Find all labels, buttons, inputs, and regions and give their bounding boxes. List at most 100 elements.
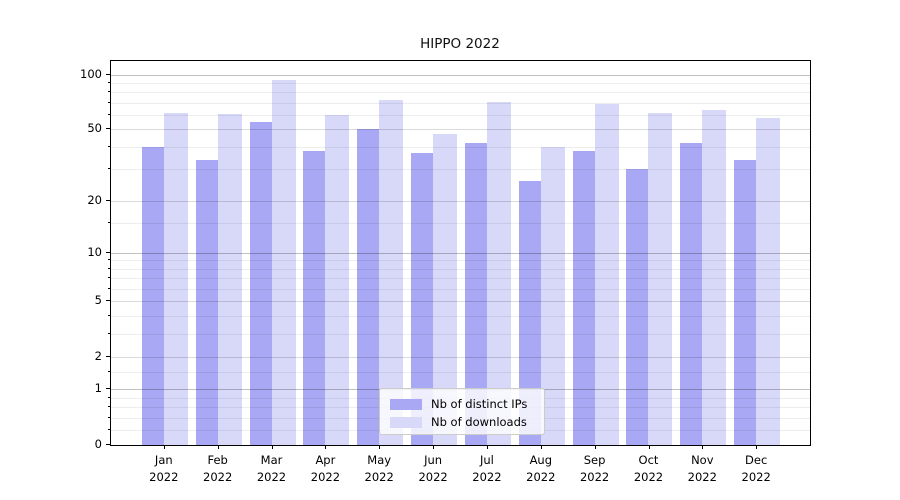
- x-axis-tick: [486, 445, 488, 449]
- legend-label-distinct-ips: Nb of distinct IPs: [431, 397, 528, 411]
- legend-swatch-distinct-ips-icon: [390, 398, 422, 410]
- x-tick-label-sep: Sep 2022: [565, 452, 625, 485]
- x-tick-year: 2022: [418, 469, 448, 484]
- x-tick-month: Feb: [207, 453, 228, 467]
- gridline-minor: [111, 268, 810, 270]
- x-tick-label-oct: Oct 2022: [619, 452, 679, 485]
- x-tick-year: 2022: [579, 469, 610, 484]
- y-axis-minor-tick: [108, 429, 110, 431]
- x-axis-tick: [648, 445, 650, 449]
- x-tick-label-jun: Jun 2022: [403, 452, 463, 485]
- x-tick-month: Aug: [529, 453, 553, 467]
- legend: Nb of distinct IPs Nb of downloads: [379, 388, 545, 435]
- y-axis-minor-tick: [108, 114, 110, 116]
- bar-downloads-sep: [594, 104, 619, 445]
- y-axis-minor-tick: [108, 287, 110, 289]
- y-axis-minor-tick: [108, 168, 110, 170]
- bar-distinct-ips-apr: [303, 151, 328, 445]
- y-axis-tick: [106, 73, 110, 75]
- gridline-major: [111, 252, 810, 254]
- y-axis-minor-tick: [108, 267, 110, 269]
- x-tick-year: 2022: [741, 469, 771, 484]
- y-axis-minor-tick: [108, 406, 110, 408]
- y-axis-minor-tick: [108, 277, 110, 279]
- gridline-minor: [111, 169, 810, 171]
- y-axis-minor-tick: [108, 370, 110, 372]
- y-axis-minor-tick: [108, 101, 110, 103]
- bar-distinct-ips-jan: [141, 147, 166, 445]
- gridline-minor: [111, 278, 810, 280]
- x-tick-year: 2022: [364, 469, 394, 484]
- y-axis-tick: [106, 388, 110, 390]
- bar-distinct-ips-feb: [195, 159, 220, 445]
- x-tick-label-jan: Jan 2022: [134, 452, 194, 485]
- bar-distinct-ips-mar: [249, 121, 274, 445]
- legend-item-downloads: Nb of downloads: [390, 414, 536, 430]
- x-axis-tick: [379, 445, 381, 449]
- x-axis-tick: [540, 445, 542, 449]
- x-axis-tick: [756, 445, 758, 449]
- x-tick-month: Dec: [745, 453, 768, 467]
- gridline: [111, 356, 810, 358]
- y-axis-minor-tick: [108, 259, 110, 261]
- x-tick-year: 2022: [472, 469, 502, 484]
- x-tick-year: 2022: [256, 469, 287, 484]
- bar-downloads-jul: [486, 101, 511, 445]
- y-axis-tick: [106, 199, 110, 201]
- gridline-minor: [111, 147, 810, 148]
- x-tick-month: Oct: [638, 453, 659, 467]
- bar-distinct-ips-may: [357, 129, 382, 445]
- y-axis-minor-tick: [108, 314, 110, 316]
- x-tick-month: Jan: [154, 453, 173, 467]
- x-axis-tick: [433, 445, 435, 449]
- bar-downloads-oct: [648, 112, 673, 445]
- gridline-minor: [111, 222, 810, 224]
- gridline-major: [111, 74, 810, 76]
- x-tick-month: Sep: [583, 453, 606, 467]
- bar-downloads-nov: [702, 110, 727, 445]
- x-tick-month: May: [367, 453, 392, 467]
- x-tick-label-feb: Feb 2022: [188, 452, 248, 485]
- x-tick-year: 2022: [203, 469, 233, 484]
- x-tick-label-dec: Dec 2022: [726, 452, 786, 485]
- x-tick-label-jul: Jul 2022: [457, 452, 517, 485]
- legend-swatch-downloads-icon: [390, 416, 422, 428]
- x-axis-tick: [325, 445, 327, 449]
- x-tick-label-aug: Aug 2022: [511, 452, 571, 485]
- y-tick-label: 10: [87, 244, 102, 259]
- bar-distinct-ips-oct: [626, 169, 651, 445]
- x-tick-month: Jun: [424, 453, 443, 467]
- bar-downloads-feb: [217, 113, 242, 445]
- x-axis-tick: [271, 445, 273, 449]
- y-axis-minor-tick: [108, 332, 110, 334]
- y-axis-minor-tick: [108, 82, 110, 83]
- y-axis-tick: [106, 251, 110, 253]
- bar-downloads-may: [379, 99, 404, 445]
- legend-label-downloads: Nb of downloads: [431, 415, 527, 429]
- gridline-minor: [111, 260, 810, 262]
- gridline-minor: [111, 315, 810, 317]
- y-axis-minor-tick: [108, 417, 110, 418]
- gridline-minor: [111, 371, 810, 373]
- x-tick-year: 2022: [687, 469, 717, 484]
- x-tick-month: Apr: [315, 453, 336, 467]
- gridline-minor: [111, 83, 810, 84]
- gridline-minor: [111, 333, 810, 335]
- x-tick-year: 2022: [633, 469, 664, 484]
- y-tick-label: 100: [80, 66, 102, 81]
- gridline-minor: [111, 288, 810, 290]
- x-tick-label-may: May 2022: [349, 452, 409, 485]
- y-axis-tick: [106, 300, 110, 302]
- gridline-minor: [111, 102, 810, 104]
- x-axis-tick: [217, 445, 219, 449]
- y-axis-tick: [106, 128, 110, 130]
- x-tick-label-apr: Apr 2022: [295, 452, 355, 485]
- gridline-minor: [111, 92, 810, 94]
- x-tick-month: Nov: [691, 453, 714, 467]
- y-axis-tick: [106, 355, 110, 357]
- legend-item-distinct-ips: Nb of distinct IPs: [390, 396, 536, 412]
- chart-title: HIPPO 2022: [420, 36, 500, 52]
- x-tick-year: 2022: [526, 469, 556, 484]
- y-tick-label: 0: [94, 437, 102, 451]
- x-tick-month: Jul: [479, 453, 494, 467]
